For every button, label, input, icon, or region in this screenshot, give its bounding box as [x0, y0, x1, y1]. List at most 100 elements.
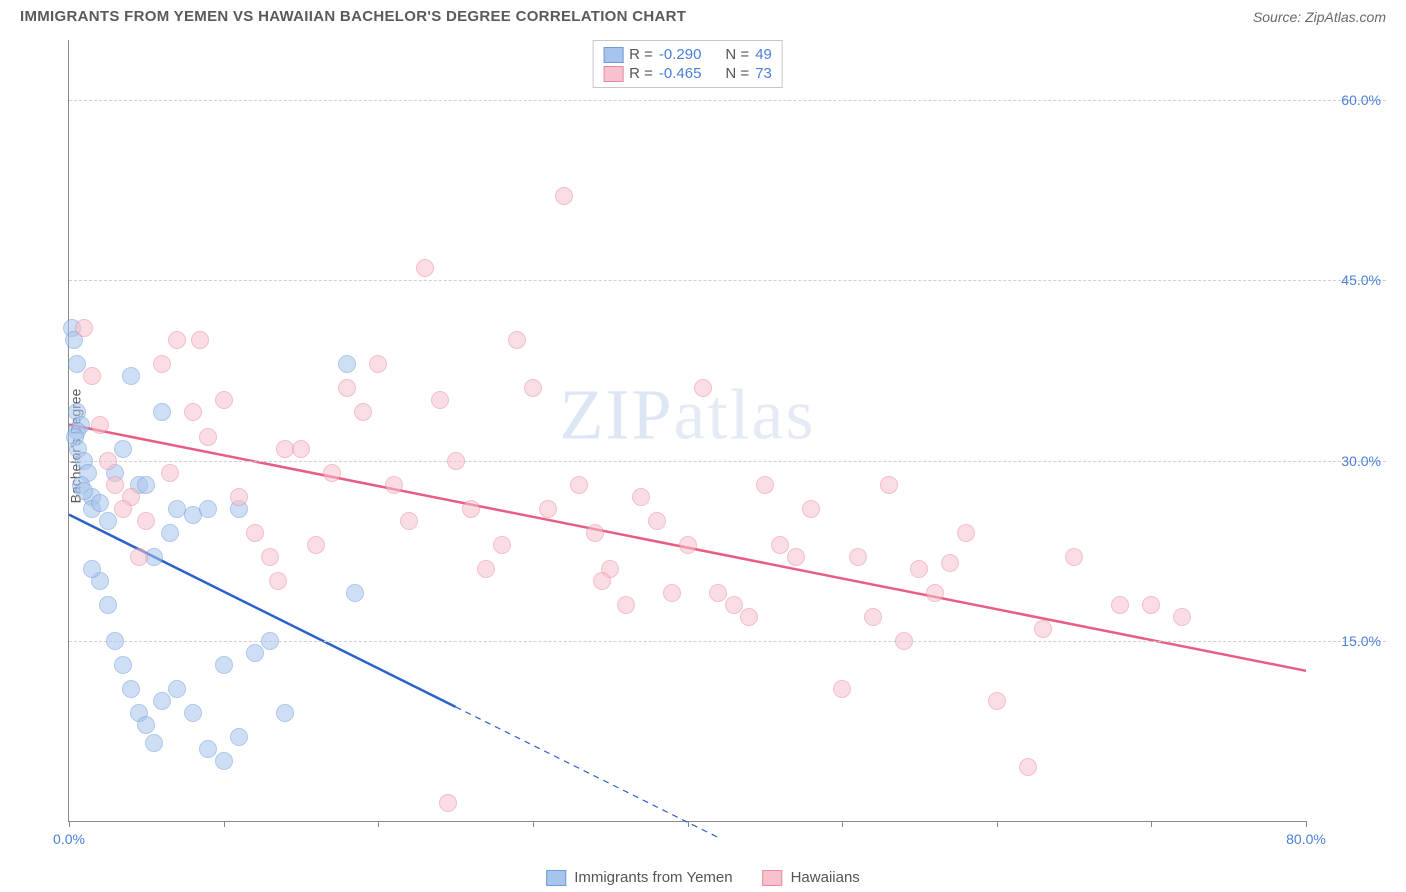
data-point [215, 656, 233, 674]
legend-label: Hawaiians [791, 869, 860, 886]
data-point [694, 379, 712, 397]
data-point [771, 536, 789, 554]
data-point [137, 512, 155, 530]
legend-r-label: R = [629, 46, 653, 63]
data-point [988, 692, 1006, 710]
data-point [145, 734, 163, 752]
legend-n-value: 73 [755, 65, 772, 82]
legend-n-value: 49 [755, 46, 772, 63]
xtick [1306, 821, 1307, 827]
data-point [199, 740, 217, 758]
data-point [307, 536, 325, 554]
data-point [864, 608, 882, 626]
data-point [145, 548, 163, 566]
data-point [725, 596, 743, 614]
xtick-label: 80.0% [1286, 831, 1326, 847]
data-point [168, 680, 186, 698]
data-point [83, 367, 101, 385]
data-point [161, 464, 179, 482]
data-point [99, 512, 117, 530]
data-point [555, 187, 573, 205]
xtick [378, 821, 379, 827]
gridline [69, 280, 1386, 281]
xtick-label: 0.0% [53, 831, 85, 847]
data-point [191, 331, 209, 349]
data-point [447, 452, 465, 470]
legend-item: Immigrants from Yemen [546, 869, 732, 886]
data-point [1019, 758, 1037, 776]
chart-source: Source: ZipAtlas.com [1253, 9, 1386, 25]
data-point [99, 596, 117, 614]
data-point [161, 524, 179, 542]
xtick [997, 821, 998, 827]
data-point [833, 680, 851, 698]
data-point [230, 728, 248, 746]
xtick [688, 821, 689, 827]
data-point [75, 319, 93, 337]
data-point [168, 331, 186, 349]
xtick [69, 821, 70, 827]
correlation-legend: R =-0.290N =49R = -0.465 N = 73 [592, 40, 783, 88]
data-point [83, 560, 101, 578]
xtick [533, 821, 534, 827]
data-point [756, 476, 774, 494]
legend-r-value: -0.465 [659, 65, 702, 82]
data-point [91, 494, 109, 512]
data-point [292, 440, 310, 458]
chart-area: Bachelor's Degree ZIPatlas R =-0.290N =4… [20, 40, 1386, 852]
data-point [462, 500, 480, 518]
data-point [122, 367, 140, 385]
data-point [849, 548, 867, 566]
legend-label: Immigrants from Yemen [574, 869, 732, 886]
ytick-label: 30.0% [1341, 453, 1381, 469]
data-point [740, 608, 758, 626]
data-point [261, 632, 279, 650]
data-point [184, 704, 202, 722]
data-point [439, 794, 457, 812]
data-point [114, 500, 132, 518]
legend-n-label: N = [725, 65, 749, 82]
data-point [416, 259, 434, 277]
data-point [663, 584, 681, 602]
legend-row: R =-0.290N =49 [603, 45, 772, 64]
data-point [957, 524, 975, 542]
data-point [895, 632, 913, 650]
data-point [1065, 548, 1083, 566]
data-point [215, 752, 233, 770]
data-point [99, 452, 117, 470]
data-point [477, 560, 495, 578]
data-point [276, 704, 294, 722]
data-point [199, 428, 217, 446]
data-point [539, 500, 557, 518]
data-point [338, 355, 356, 373]
data-point [1173, 608, 1191, 626]
trend-lines [69, 40, 1306, 821]
data-point [261, 548, 279, 566]
data-point [617, 596, 635, 614]
data-point [1142, 596, 1160, 614]
data-point [632, 488, 650, 506]
gridline [69, 100, 1386, 101]
data-point [880, 476, 898, 494]
data-point [137, 476, 155, 494]
data-point [230, 488, 248, 506]
data-point [246, 644, 264, 662]
data-point [524, 379, 542, 397]
data-point [269, 572, 287, 590]
data-point [323, 464, 341, 482]
data-point [570, 476, 588, 494]
data-point [354, 403, 372, 421]
data-point [338, 379, 356, 397]
xtick [842, 821, 843, 827]
legend-item: Hawaiians [763, 869, 860, 886]
data-point [153, 403, 171, 421]
data-point [1034, 620, 1052, 638]
data-point [709, 584, 727, 602]
ytick-label: 15.0% [1341, 633, 1381, 649]
data-point [648, 512, 666, 530]
data-point [400, 512, 418, 530]
series-legend: Immigrants from Yemen Hawaiians [546, 869, 860, 886]
legend-swatch [603, 47, 623, 63]
data-point [130, 548, 148, 566]
data-point [1111, 596, 1129, 614]
